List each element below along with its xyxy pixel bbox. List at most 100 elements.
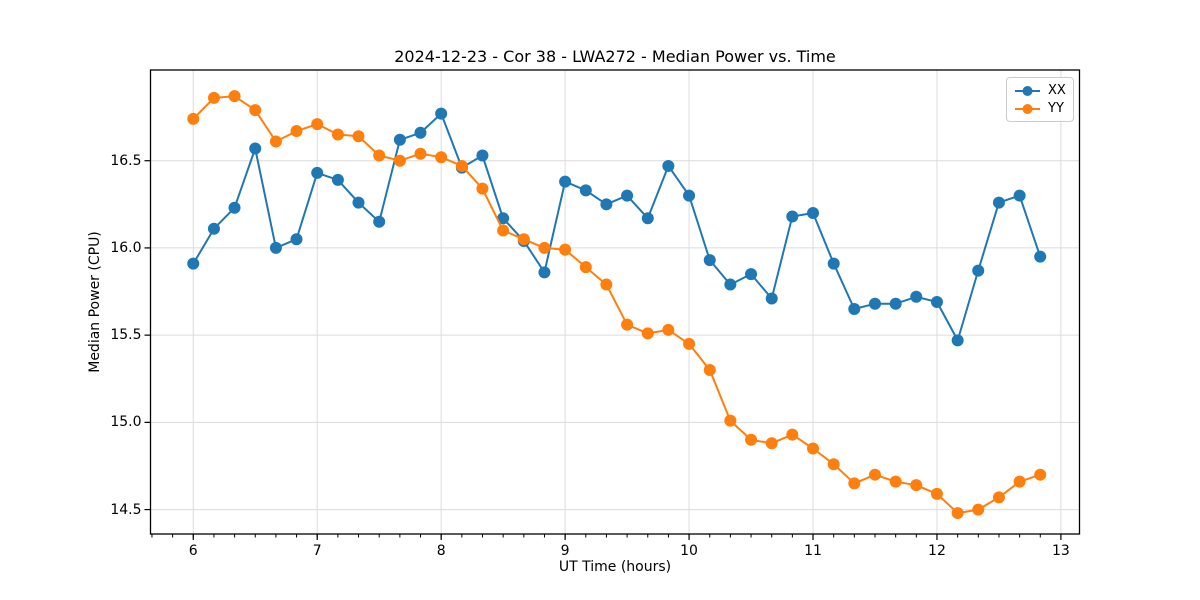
series-xx-marker <box>207 222 220 235</box>
series-yy-marker <box>187 112 200 125</box>
series-yy-marker <box>1034 468 1047 481</box>
chart-title: 2024-12-23 - Cor 38 - LWA272 - Median Po… <box>394 47 836 66</box>
x-tick-label: 9 <box>560 543 570 559</box>
x-tick-label: 12 <box>928 543 946 559</box>
legend-line-swatch <box>1015 103 1040 114</box>
series-yy-marker <box>228 90 241 103</box>
x-tick-label: 11 <box>804 543 822 559</box>
series-xx-marker <box>703 254 716 267</box>
legend-marker <box>1022 103 1033 114</box>
series-yy-marker <box>600 278 613 291</box>
series-yy-marker <box>393 154 406 167</box>
series-yy-marker <box>745 433 758 446</box>
y-tick-label: 16.5 <box>110 152 142 169</box>
series-xx-marker <box>1013 189 1026 202</box>
legend: XX YY <box>1006 77 1074 122</box>
y-tick-label: 14.5 <box>110 501 142 518</box>
series-yy-marker <box>269 135 282 148</box>
series-yy-marker <box>827 458 840 471</box>
series-yy-marker <box>848 477 861 490</box>
series-xx-marker <box>930 296 943 308</box>
series-xx-marker <box>393 133 406 146</box>
series-yy-marker <box>951 507 964 520</box>
series-xx-marker <box>992 196 1005 209</box>
legend-label: YY <box>1048 101 1064 116</box>
series-xx-marker <box>290 233 303 246</box>
x-tick-label: 6 <box>188 543 198 559</box>
series-xx-marker <box>269 241 282 254</box>
series-yy-marker <box>311 118 324 131</box>
series-yy-marker <box>868 468 881 481</box>
series-yy-marker <box>641 327 654 340</box>
x-tick-label: 10 <box>680 543 698 559</box>
series-yy-marker <box>930 487 943 500</box>
series-yy-marker <box>703 364 716 377</box>
series-yy-marker <box>1013 475 1026 488</box>
series-yy-marker <box>249 104 262 117</box>
series-xx-marker <box>724 278 737 291</box>
x-tick-label: 7 <box>312 543 322 559</box>
series-xx-marker <box>621 189 634 202</box>
legend-item-yy: YY <box>1014 101 1066 116</box>
series-yy-marker <box>786 428 799 441</box>
x-tick-label: 13 <box>1051 543 1070 559</box>
series-yy-marker <box>476 182 489 195</box>
series-yy-marker <box>538 241 551 254</box>
series-xx-marker <box>683 189 696 202</box>
series-yy-marker <box>207 91 220 104</box>
series-yy-marker <box>662 323 675 336</box>
series-xx-marker <box>786 210 799 223</box>
series-xx-marker <box>641 212 654 225</box>
series-xx-marker <box>559 175 572 188</box>
series-xx-marker <box>910 290 923 303</box>
series-xx-marker <box>600 198 613 211</box>
y-tick-label: 16.0 <box>110 239 142 256</box>
series-yy-marker <box>352 130 365 143</box>
legend-line-swatch <box>1015 85 1040 96</box>
series-xx-marker <box>435 107 448 120</box>
series-yy-line <box>192 95 1041 515</box>
x-tick-label: 8 <box>436 543 446 559</box>
series-yy-marker <box>497 224 510 237</box>
series-yy-marker <box>414 147 427 160</box>
series-yy-marker <box>683 337 696 350</box>
series-yy-marker <box>517 233 530 246</box>
series-xx-marker <box>889 297 902 310</box>
series-xx-marker <box>497 212 510 225</box>
legend-item-xx: XX <box>1014 83 1066 98</box>
series-yy-marker <box>559 243 572 256</box>
series-xx-marker <box>414 126 427 139</box>
series-xx-marker <box>827 257 840 270</box>
series-xx-marker <box>373 215 386 228</box>
series-xx-marker <box>868 297 881 310</box>
series-yy-marker <box>621 318 634 331</box>
series-xx-marker <box>311 166 324 179</box>
series-yy-marker <box>889 475 902 488</box>
series-xx-marker <box>538 266 551 279</box>
y-tick-label: 15.5 <box>110 327 142 344</box>
series-yy-marker <box>910 479 923 492</box>
series-xx-marker <box>745 268 758 281</box>
legend-label: XX <box>1048 83 1066 98</box>
series-yy-marker <box>455 159 468 172</box>
series-xx-marker <box>579 184 592 197</box>
series-xx-marker <box>352 196 365 209</box>
series-xx-marker <box>972 264 985 277</box>
x-axis-label: UT Time (hours) <box>558 559 672 575</box>
series-yy-marker <box>435 151 448 164</box>
series-yy-marker <box>992 491 1005 504</box>
y-tick-label: 15.0 <box>110 414 142 431</box>
series-yy-marker <box>724 414 737 427</box>
series-xx-marker <box>476 149 489 162</box>
series-yy-marker <box>331 128 344 141</box>
series-xx-marker <box>807 207 820 220</box>
series-yy-marker <box>765 437 778 450</box>
series-xx-marker <box>1034 250 1047 263</box>
series-yy-marker <box>807 442 820 455</box>
series-yy-marker <box>579 261 592 274</box>
series-xx-marker <box>187 257 200 270</box>
series-xx-marker <box>249 142 262 155</box>
series-yy-marker <box>290 125 303 138</box>
